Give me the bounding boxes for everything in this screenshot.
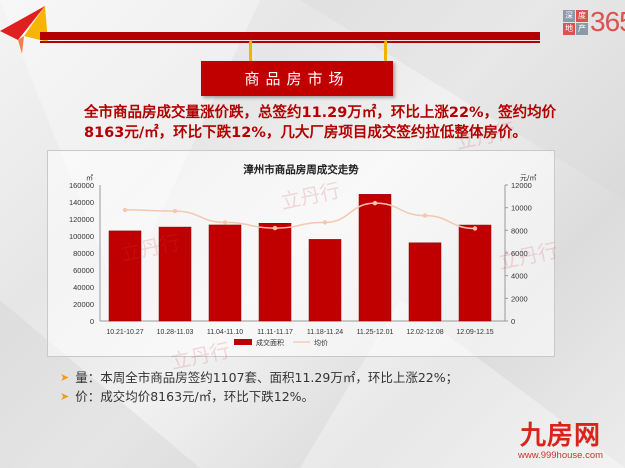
bar-11.25-12.01 [358, 194, 392, 322]
left-axis-tick: 120000 [69, 215, 94, 224]
logo-char: 产 [576, 22, 588, 35]
brand-999house: 九房网 www.999house.com [518, 422, 603, 461]
bar-12.02-12.08 [408, 242, 442, 322]
headline-line-2: 8163元/㎡，环比下跌12%，几大厂房项目成交签约拉低整体房价。 [84, 125, 527, 141]
summary-bullets: ➤ 量：本周全市商品房签约1107套、面积11.29万㎡，环比上涨22%； ➤ … [60, 368, 458, 406]
bullet-arrow-icon: ➤ [60, 371, 70, 384]
logo-char: 深 [563, 9, 575, 22]
bullet-price: ➤ 价：成交均价8163元/㎡，环比下跌12%。 [60, 387, 458, 406]
left-axis-unit: ㎡ [86, 174, 93, 182]
left-axis-tick: 20000 [73, 300, 94, 309]
price-line [124, 202, 476, 230]
chart-title: 漳州市商品房周成交走势 [243, 163, 359, 176]
legend-label-area: 成交面积 [256, 338, 284, 347]
left-axis-tick: 40000 [73, 283, 94, 292]
x-axis-label: 10.21-10.27 [106, 329, 143, 336]
bullet-text: 价：成交均价8163元/㎡，环比下跌12%。 [75, 389, 315, 404]
price-point [472, 226, 478, 231]
brand-url[interactable]: www.999house.com [518, 450, 604, 461]
x-axis-label: 10.28-11.03 [157, 329, 194, 336]
price-point [222, 220, 228, 225]
logo-365-grid: 深 度 地 产 [563, 9, 588, 35]
left-axis-tick: 0 [90, 317, 94, 326]
right-axis-tick: 4000 [511, 272, 528, 281]
header-bar-thin [40, 41, 540, 43]
left-axis-tick: 140000 [69, 198, 94, 207]
headline: 全市商品房成交量涨价跌，总签约11.29万㎡，环比上涨22%，签约均价 8163… [84, 103, 564, 143]
x-axis-label: 11.18-11.24 [307, 329, 343, 336]
legend-label-price: 均价 [314, 338, 328, 347]
right-axis-tick: 12000 [511, 181, 532, 190]
legend-swatch-area [234, 339, 252, 345]
price-point [272, 225, 278, 231]
headline-line-1: 全市商品房成交量涨价跌，总签约11.29万㎡，环比上涨22%，签约均价 [84, 105, 557, 121]
x-axis-label: 11.25-12.01 [357, 329, 394, 336]
right-axis-tick: 10000 [511, 204, 532, 213]
bar-12.09-12.15 [458, 224, 492, 322]
x-axis-label: 11.04-11.10 [207, 329, 243, 336]
x-axis-label: 12.09-12.15 [456, 329, 493, 336]
price-point [422, 213, 428, 218]
right-axis-tick: 6000 [511, 249, 528, 258]
right-axis-tick: 0 [511, 317, 515, 326]
bar-10.28-11.03 [158, 226, 192, 322]
sign-hook-left [249, 40, 258, 62]
bar-11.11-11.17 [258, 223, 292, 322]
paper-plane-icon [0, 6, 48, 54]
price-point [322, 220, 328, 225]
left-axis-tick: 100000 [69, 232, 94, 241]
section-title-sign: 商品房市场 [201, 61, 393, 96]
right-axis-unit: 元/㎡ [520, 174, 536, 182]
left-axis-tick: 80000 [73, 249, 94, 258]
bullet-arrow-icon: ➤ [60, 390, 70, 403]
bar-11.04-11.10 [208, 224, 242, 322]
x-axis-label: 12.02-12.08 [406, 329, 443, 336]
logo-365: 深 度 地 产 365 [563, 6, 625, 38]
bullet-text: 量：本周全市商品房签约1107套、面积11.29万㎡，环比上涨22%； [75, 370, 459, 385]
logo-char: 度 [576, 9, 588, 22]
price-point [372, 200, 378, 206]
header-bar [40, 32, 540, 40]
bar-11.18-11.24 [308, 239, 342, 322]
bar-10.21-10.27 [108, 230, 142, 322]
right-axis-tick: 2000 [511, 294, 528, 303]
price-point [172, 208, 178, 214]
logo-number: 365 [590, 6, 625, 37]
x-axis-label: 11.11-11.17 [257, 329, 293, 336]
price-point [122, 207, 128, 213]
logo-char: 地 [563, 22, 575, 35]
left-axis-tick: 160000 [69, 181, 94, 190]
bullet-volume: ➤ 量：本周全市商品房签约1107套、面积11.29万㎡，环比上涨22%； [60, 368, 458, 387]
sign-hook-right [384, 40, 393, 62]
brand-name: 九房网 [520, 421, 602, 451]
left-axis-tick: 60000 [73, 266, 94, 275]
right-axis-tick: 8000 [511, 226, 528, 235]
section-title: 商品房市场 [244, 70, 350, 88]
